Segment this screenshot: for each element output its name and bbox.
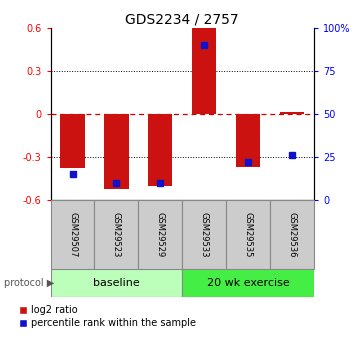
- Bar: [51, 269, 182, 297]
- Bar: [148, 114, 173, 186]
- Text: GSM29535: GSM29535: [244, 212, 253, 257]
- Text: baseline: baseline: [93, 278, 140, 288]
- Text: GSM29536: GSM29536: [288, 212, 297, 257]
- Text: GSM29533: GSM29533: [200, 212, 209, 257]
- Bar: [95, 200, 138, 269]
- Bar: [104, 114, 129, 189]
- Text: GSM29523: GSM29523: [112, 212, 121, 257]
- Bar: [270, 200, 314, 269]
- Bar: [236, 114, 260, 167]
- Bar: [51, 200, 95, 269]
- Bar: [182, 200, 226, 269]
- Legend: log2 ratio, percentile rank within the sample: log2 ratio, percentile rank within the s…: [19, 305, 196, 328]
- Text: GSM29529: GSM29529: [156, 212, 165, 257]
- Bar: [280, 112, 304, 114]
- Bar: [192, 28, 216, 114]
- Bar: [60, 114, 84, 168]
- Title: GDS2234 / 2757: GDS2234 / 2757: [126, 12, 239, 27]
- Bar: [182, 269, 314, 297]
- Text: 20 wk exercise: 20 wk exercise: [207, 278, 290, 288]
- Text: GSM29507: GSM29507: [68, 212, 77, 257]
- Bar: [226, 200, 270, 269]
- Text: protocol ▶: protocol ▶: [4, 278, 54, 288]
- Bar: [138, 200, 182, 269]
